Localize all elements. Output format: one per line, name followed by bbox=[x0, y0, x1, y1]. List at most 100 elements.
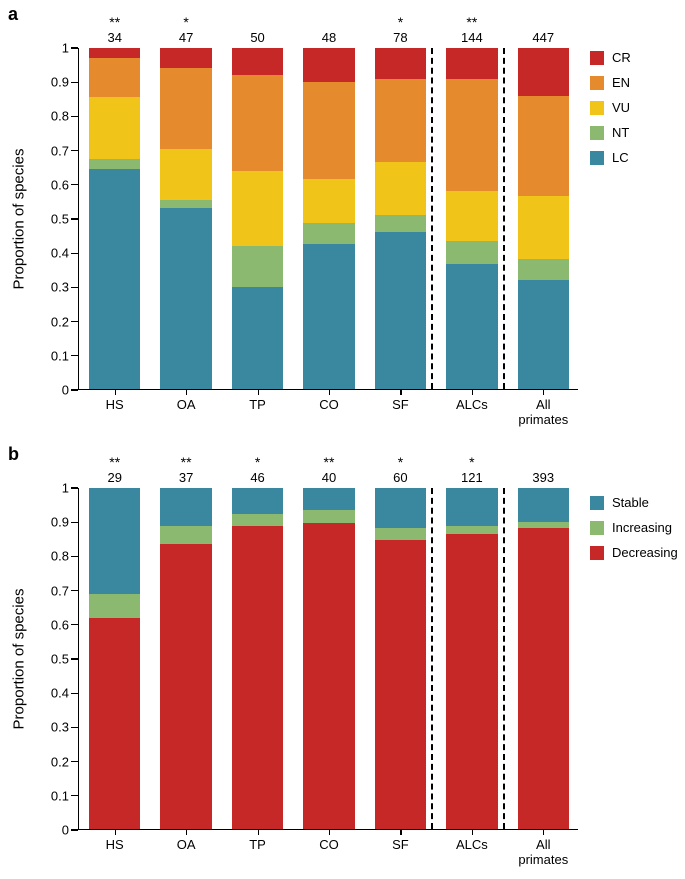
panel-b: b Proportion of species 00.10.20.30.40.5… bbox=[0, 440, 685, 870]
bar-segment bbox=[375, 215, 426, 232]
legend-a: CRENVUNTLC bbox=[590, 50, 631, 175]
bar-segment bbox=[160, 68, 211, 148]
bar-segment bbox=[446, 488, 497, 526]
bar-segment bbox=[375, 232, 426, 389]
ytick bbox=[71, 727, 78, 728]
bar-segment bbox=[303, 244, 354, 389]
n-value-label: 47 bbox=[160, 30, 211, 45]
ytick-label: 0.5 bbox=[35, 652, 69, 667]
bar-group: All primates393 bbox=[518, 488, 569, 829]
ytick-label: 0 bbox=[35, 383, 69, 398]
bar-segment bbox=[232, 246, 283, 287]
legend-swatch bbox=[590, 76, 604, 90]
ytick bbox=[71, 116, 78, 117]
bar-group: All primates447 bbox=[518, 48, 569, 389]
ytick-label: 0.7 bbox=[35, 583, 69, 598]
bar-segment bbox=[160, 544, 211, 829]
ytick bbox=[71, 355, 78, 356]
bar-segment bbox=[375, 540, 426, 829]
stacked-bar bbox=[160, 48, 211, 389]
bar-segment bbox=[375, 48, 426, 79]
bar-group: CO40** bbox=[303, 488, 354, 829]
n-value-label: 121 bbox=[446, 470, 497, 485]
bar-segment bbox=[160, 526, 211, 544]
legend-swatch bbox=[590, 151, 604, 165]
ytick bbox=[71, 321, 78, 322]
bar-segment bbox=[303, 488, 354, 510]
bar-segment bbox=[518, 522, 569, 527]
x-category-label: ALCs bbox=[446, 397, 497, 412]
x-category-label: SF bbox=[375, 397, 426, 412]
xtick bbox=[400, 389, 401, 395]
bar-segment bbox=[89, 488, 140, 594]
bar-segment bbox=[89, 169, 140, 389]
xtick bbox=[400, 829, 401, 835]
bar-segment bbox=[160, 149, 211, 200]
stacked-bar bbox=[446, 488, 497, 829]
x-category-label: CO bbox=[303, 397, 354, 412]
significance-label: * bbox=[375, 14, 426, 30]
bar-segment bbox=[303, 48, 354, 82]
ytick-label: 0.4 bbox=[35, 686, 69, 701]
ytick-label: 0.3 bbox=[35, 280, 69, 295]
stacked-bar bbox=[518, 48, 569, 389]
bar-group: OA37** bbox=[160, 488, 211, 829]
legend-item: NT bbox=[590, 125, 631, 140]
bar-segment bbox=[89, 48, 140, 58]
bar-segment bbox=[446, 191, 497, 240]
bar-segment bbox=[375, 162, 426, 215]
ytick bbox=[71, 47, 78, 48]
bar-segment bbox=[375, 488, 426, 528]
ytick bbox=[71, 82, 78, 83]
ytick bbox=[71, 389, 78, 390]
significance-label: * bbox=[375, 454, 426, 470]
xtick bbox=[115, 829, 116, 835]
bar-group: ALCs121* bbox=[446, 488, 497, 829]
bar-segment bbox=[446, 526, 497, 534]
separator-line bbox=[503, 48, 505, 389]
legend-b: StableIncreasingDecreasing bbox=[590, 495, 678, 570]
n-value-label: 447 bbox=[518, 30, 569, 45]
ytick bbox=[71, 829, 78, 830]
separator-line bbox=[431, 488, 433, 829]
significance-label: ** bbox=[160, 454, 211, 470]
ytick-label: 1 bbox=[35, 481, 69, 496]
bar-segment bbox=[446, 79, 497, 191]
bar-segment bbox=[518, 528, 569, 829]
separator-line bbox=[431, 48, 433, 389]
xtick bbox=[258, 389, 259, 395]
bar-segment bbox=[303, 82, 354, 179]
bar-group: OA47* bbox=[160, 48, 211, 389]
legend-swatch bbox=[590, 496, 604, 510]
bar-group: ALCs144** bbox=[446, 48, 497, 389]
ytick bbox=[71, 287, 78, 288]
ytick-label: 0.2 bbox=[35, 754, 69, 769]
x-category-label: All primates bbox=[518, 397, 569, 427]
bar-group: HS34** bbox=[89, 48, 140, 389]
stacked-bar bbox=[375, 48, 426, 389]
ytick bbox=[71, 150, 78, 151]
xtick bbox=[543, 829, 544, 835]
ytick bbox=[71, 253, 78, 254]
n-value-label: 78 bbox=[375, 30, 426, 45]
n-value-label: 393 bbox=[518, 470, 569, 485]
ytick-label: 0.1 bbox=[35, 788, 69, 803]
x-category-label: TP bbox=[232, 837, 283, 852]
bar-segment bbox=[232, 171, 283, 246]
legend-label: Increasing bbox=[612, 520, 672, 535]
bar-segment bbox=[518, 196, 569, 259]
stacked-bar bbox=[160, 488, 211, 829]
bar-segment bbox=[89, 594, 140, 617]
ytick bbox=[71, 487, 78, 488]
bar-segment bbox=[89, 159, 140, 169]
x-category-label: SF bbox=[375, 837, 426, 852]
bar-segment bbox=[232, 526, 283, 829]
legend-swatch bbox=[590, 51, 604, 65]
ytick bbox=[71, 795, 78, 796]
significance-label: ** bbox=[89, 454, 140, 470]
x-category-label: HS bbox=[89, 837, 140, 852]
bar-segment bbox=[446, 48, 497, 79]
panel-b-label: b bbox=[8, 444, 19, 465]
ytick bbox=[71, 590, 78, 591]
bar-segment bbox=[518, 488, 569, 522]
